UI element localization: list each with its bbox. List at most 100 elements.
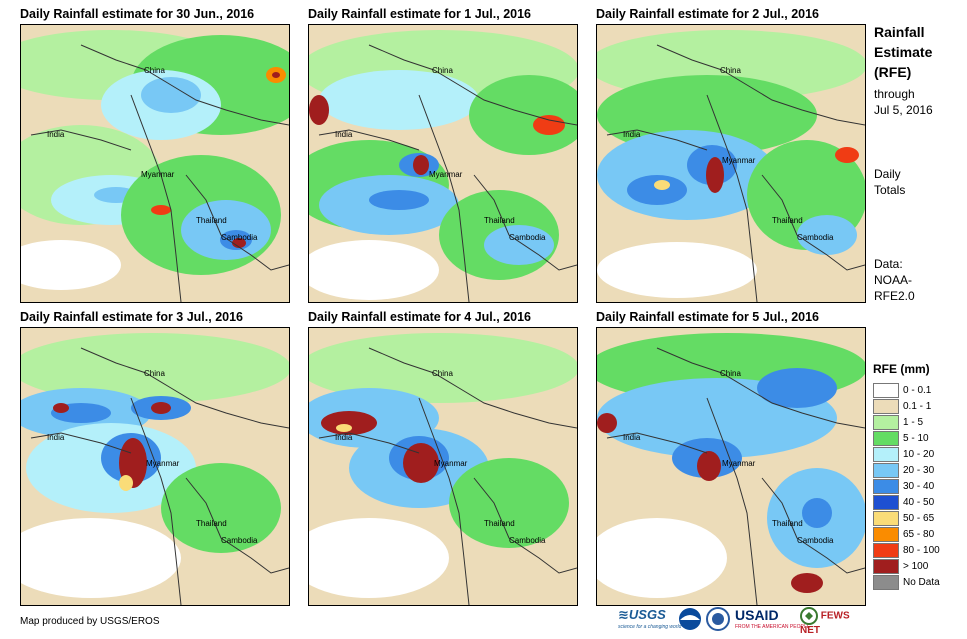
label-india: India — [47, 130, 65, 139]
label-china: China — [144, 66, 165, 75]
rfe-legend: RFE (mm) 0 - 0.1 0.1 - 1 1 - 5 5 - 10 10 - 2… — [873, 362, 963, 590]
label-myanmar: Myanmar — [141, 170, 175, 179]
legend-row: 0.1 - 1 — [873, 398, 963, 414]
legend-label: 50 - 65 — [903, 512, 935, 524]
rainfall-map-svg: China India Myanmar Thailand Cambodia — [21, 328, 289, 605]
panel-title: Daily Rainfall estimate for 4 Jul., 2016 — [308, 310, 532, 324]
label-thailand: Thailand — [196, 216, 227, 225]
map-panel-5-jul: Daily Rainfall estimate for 5 Jul., 2016… — [596, 310, 866, 612]
totals-label: Totals — [874, 183, 906, 197]
legend-row: 80 - 100 — [873, 542, 963, 558]
label-thailand: Thailand — [772, 216, 803, 225]
legend-swatch — [873, 478, 899, 494]
label-myanmar: Myanmar — [146, 459, 180, 468]
legend-swatch — [873, 462, 899, 478]
rfe-title-line: Rainfall — [874, 24, 925, 40]
legend-row: 30 - 40 — [873, 478, 963, 494]
rfe-title: Rainfall Estimate (RFE) — [874, 22, 932, 82]
panel-title: Daily Rainfall estimate for 2 Jul., 2016 — [596, 7, 820, 21]
legend-swatch — [873, 494, 899, 510]
legend-label: 20 - 30 — [903, 464, 935, 476]
label-thailand: Thailand — [484, 519, 515, 528]
source-line: NOAA- — [874, 273, 913, 287]
label-cambodia: Cambodia — [797, 233, 834, 242]
usgs-tagline: science for a changing world — [618, 624, 682, 630]
legend-swatch — [873, 510, 899, 526]
legend-swatch — [873, 446, 899, 462]
rainfall-map: China India Myanmar Thailand Cambodia — [308, 24, 578, 303]
legend-label: 10 - 20 — [903, 448, 935, 460]
legend-label: 40 - 50 — [903, 496, 935, 508]
map-panel-30-jun: Daily Rainfall estimate for 30 Jun., 201… — [20, 7, 290, 309]
label-china: China — [432, 66, 453, 75]
label-cambodia: Cambodia — [509, 536, 546, 545]
panel-title: Daily Rainfall estimate for 30 Jun., 201… — [20, 7, 255, 21]
data-source: Data: NOAA- RFE2.0 — [874, 256, 915, 304]
rainfall-map: China India Myanmar Thailand Cambodia — [596, 327, 866, 606]
usaid-tagline: FROM THE AMERICAN PEOPLE — [735, 624, 810, 630]
fews-net-wordmark: FEWS NET — [800, 610, 850, 636]
label-thailand: Thailand — [196, 519, 227, 528]
legend-row: 65 - 80 — [873, 526, 963, 542]
legend-label: 0 - 0.1 — [903, 384, 932, 396]
legend-row: 1 - 5 — [873, 414, 963, 430]
legend-row: No Data — [873, 574, 963, 590]
legend-row: > 100 — [873, 558, 963, 574]
legend-title: RFE (mm) — [873, 362, 930, 376]
label-myanmar: Myanmar — [722, 459, 756, 468]
label-india: India — [47, 433, 65, 442]
label-cambodia: Cambodia — [221, 233, 258, 242]
legend-row: 0 - 0.1 — [873, 382, 963, 398]
map-panel-3-jul: Daily Rainfall estimate for 3 Jul., 2016… — [20, 310, 290, 612]
label-myanmar: Myanmar — [429, 170, 463, 179]
date-label: Jul 5, 2016 — [874, 103, 933, 117]
legend-row: 5 - 10 — [873, 430, 963, 446]
rainfall-map-svg: China India Myanmar Thailand Cambodia — [309, 25, 577, 302]
daily-totals: Daily Totals — [874, 166, 905, 198]
rfe-title-line: Estimate — [874, 44, 933, 60]
label-myanmar: Myanmar — [722, 156, 756, 165]
rainfall-map-svg: China India Myanmar Thailand Cambodia — [309, 328, 577, 605]
usaid-logo: USAID FROM THE AMERICAN PEOPLE — [735, 607, 810, 633]
legend-swatch — [873, 542, 899, 558]
map-panel-4-jul: Daily Rainfall estimate for 4 Jul., 2016… — [308, 310, 578, 612]
legend-swatch — [873, 414, 899, 430]
label-india: India — [335, 433, 353, 442]
through-label: through — [874, 87, 915, 101]
daily-label: Daily — [874, 167, 901, 181]
legend-label: 80 - 100 — [903, 544, 940, 556]
label-cambodia: Cambodia — [221, 536, 258, 545]
label-india: India — [623, 433, 641, 442]
label-china: China — [720, 66, 741, 75]
logo-strip: ≋USGS science for a changing world USAID… — [618, 607, 864, 636]
legend-row: 10 - 20 — [873, 446, 963, 462]
label-china: China — [432, 369, 453, 378]
legend-label: 65 - 80 — [903, 528, 935, 540]
legend-swatch — [873, 526, 899, 542]
noaa-logo-icon — [678, 607, 702, 633]
rfe-title-line: (RFE) — [874, 64, 912, 80]
legend-label: 30 - 40 — [903, 480, 935, 492]
label-thailand: Thailand — [484, 216, 515, 225]
legend-swatch — [873, 574, 899, 590]
map-panel-1-jul: Daily Rainfall estimate for 1 Jul., 2016… — [308, 7, 578, 309]
label-cambodia: Cambodia — [797, 536, 834, 545]
source-line: RFE2.0 — [874, 289, 915, 303]
rainfall-map-svg: China India Myanmar Thailand Cambodia — [597, 328, 865, 605]
legend-row: 50 - 65 — [873, 510, 963, 526]
panel-title: Daily Rainfall estimate for 1 Jul., 2016 — [308, 7, 532, 21]
label-india: India — [623, 130, 641, 139]
legend-swatch — [873, 430, 899, 446]
rainfall-map: China India Myanmar Thailand Cambodia — [308, 327, 578, 606]
label-cambodia: Cambodia — [509, 233, 546, 242]
label-china: China — [720, 369, 741, 378]
usgs-wordmark: ≋USGS — [618, 607, 666, 622]
label-thailand: Thailand — [772, 519, 803, 528]
legend-swatch — [873, 558, 899, 574]
legend-label: No Data — [903, 576, 940, 588]
through-date: through Jul 5, 2016 — [874, 86, 933, 118]
rainfall-map: China India Myanmar Thailand Cambodia — [20, 24, 290, 303]
label-china: China — [144, 369, 165, 378]
legend-swatch — [873, 382, 899, 398]
map-panel-2-jul: Daily Rainfall estimate for 2 Jul., 2016… — [596, 7, 866, 309]
